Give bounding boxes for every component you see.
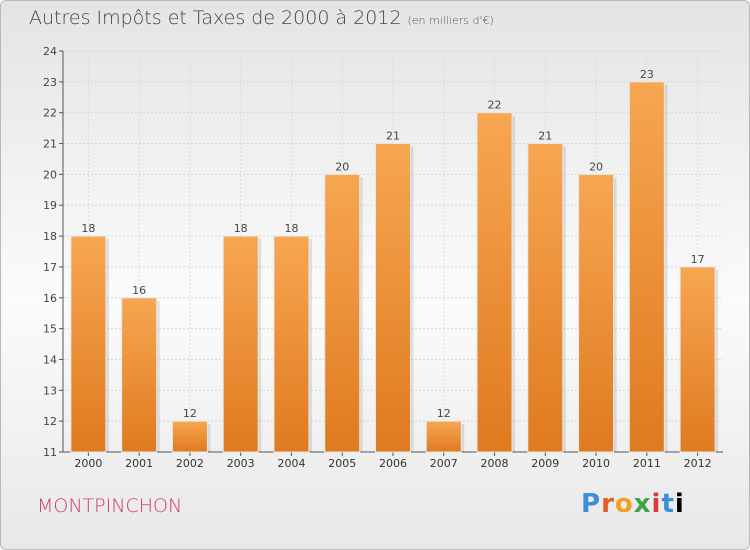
data-label: 18: [81, 222, 95, 235]
data-label: 18: [284, 222, 298, 235]
logo-letter: i: [651, 489, 662, 519]
data-label: 20: [335, 160, 349, 173]
data-label: 16: [132, 284, 146, 297]
x-tick-label: 2007: [430, 457, 458, 470]
y-tick-label: 22: [43, 107, 57, 120]
x-tick-label: 2009: [531, 457, 559, 470]
bar: [425, 420, 462, 453]
bars: [70, 81, 719, 453]
y-tick-label: 16: [43, 292, 57, 305]
y-tick-label: 17: [43, 261, 57, 274]
bar: [628, 81, 665, 453]
x-tick-label: 2006: [379, 457, 407, 470]
y-tick-label: 23: [43, 76, 57, 89]
commune-name: MONTPINCHON: [37, 495, 183, 517]
bar: [527, 143, 564, 453]
x-tick-label: 2010: [582, 457, 610, 470]
bar: [679, 266, 716, 453]
x-tick-label: 2000: [74, 457, 102, 470]
data-label: 12: [437, 407, 451, 420]
y-tick-label: 19: [43, 199, 57, 212]
y-tick-label: 15: [43, 323, 57, 336]
data-label: 12: [183, 407, 197, 420]
y-tick-label: 13: [43, 384, 57, 397]
axes: 11 12 13 14 15 16 17 18 19 20 21 22 23 24 2000 2001 2002…: [43, 45, 723, 470]
data-label: 22: [488, 99, 502, 112]
x-tick-label: 2001: [125, 457, 153, 470]
x-tick-label: 2011: [633, 457, 661, 470]
bar: [273, 235, 310, 453]
x-tick-label: 2005: [328, 457, 356, 470]
bar: [375, 143, 411, 453]
bar: [324, 173, 361, 453]
logo-letter: i: [674, 489, 685, 519]
chart-subtitle: (en milliers d'€): [407, 14, 494, 27]
logo-letter: r: [601, 489, 615, 519]
bar: [70, 235, 107, 453]
x-tick-label: 2008: [481, 457, 509, 470]
y-tick-label: 18: [43, 230, 57, 243]
logo-letter: t: [661, 489, 675, 519]
y-tick-label: 24: [43, 45, 57, 58]
y-tick-label: 14: [43, 353, 57, 366]
chart-title-text: Autres Impôts et Taxes de 2000 à 2012: [29, 7, 402, 29]
x-tick-label: 2012: [684, 457, 712, 470]
logo-letter: P: [581, 489, 602, 519]
logo-letter: x: [633, 489, 652, 519]
bar: [222, 235, 259, 453]
bar: [171, 420, 208, 453]
proxiti-logo[interactable]: Proxiti: [581, 489, 685, 519]
bar: [578, 173, 615, 453]
data-label: 21: [538, 130, 552, 143]
x-tick-label: 2004: [277, 457, 305, 470]
y-tick-label: 12: [43, 415, 57, 428]
data-label: 17: [691, 253, 705, 266]
data-labels: 18 16 12 18 18 20 21 12 22 21 20 23 17: [81, 68, 704, 420]
y-tick-label: 21: [43, 138, 57, 151]
x-tick-label: 2002: [176, 457, 204, 470]
y-tick-label: 20: [43, 168, 57, 181]
x-tick-label: 2003: [227, 457, 255, 470]
logo-letter: o: [614, 489, 634, 519]
bar: [121, 297, 158, 453]
y-tick-label: 11: [43, 446, 57, 459]
bar: [476, 112, 513, 453]
data-label: 23: [640, 68, 654, 81]
chart-title: Autres Impôts et Taxes de 2000 à 2012 (en…: [29, 7, 494, 29]
data-label: 21: [386, 130, 400, 143]
data-label: 18: [234, 222, 248, 235]
data-label: 20: [589, 160, 603, 173]
